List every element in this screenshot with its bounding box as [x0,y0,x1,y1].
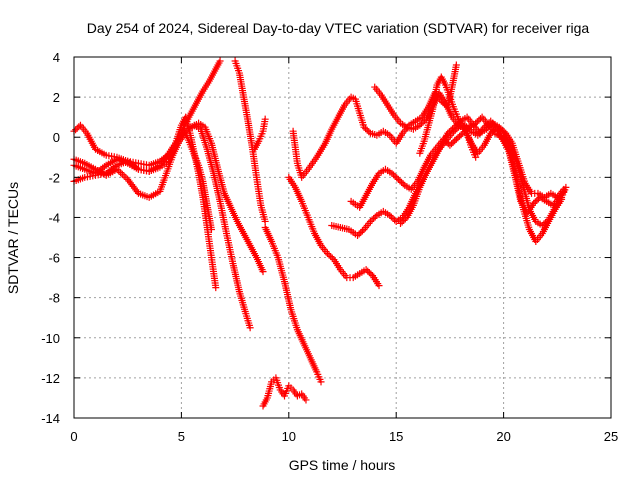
y-tick-label: -10 [41,331,60,346]
y-tick-label: 4 [53,50,60,65]
x-tick-label: 5 [178,429,185,444]
series-s9 [259,374,310,410]
series-s11-markers [289,61,460,181]
x-tick-label: 10 [282,429,296,444]
series-s10-markers [285,173,383,290]
series-s7-markers [250,115,269,153]
series-s12 [328,113,568,239]
series-s8-markers [261,223,325,386]
y-tick-label: -12 [41,371,60,386]
series-s6-markers [231,57,269,225]
x-tick-label: 25 [604,429,618,444]
series-s7 [250,115,269,153]
series-s8 [261,223,325,386]
y-tick-label: -4 [48,210,60,225]
y-tick-label: -6 [48,251,60,266]
data-marks [70,57,570,410]
x-tick-label: 20 [496,429,510,444]
series-s6 [231,57,269,225]
series-s11 [289,61,460,181]
x-tick-label: 15 [389,429,403,444]
y-tick-label: 0 [53,130,60,145]
x-tick-label: 0 [70,429,77,444]
series-s14-markers [371,83,570,229]
series-s16-markers [396,117,566,246]
series-s5-markers [188,119,267,276]
series-s15 [416,73,480,161]
series-s14 [371,83,570,229]
series-s12-markers [328,113,568,239]
plot-frame [73,56,612,419]
y-tick-label: -8 [48,291,60,306]
series-s10 [285,173,383,290]
axis-ticks: 0 5 10 15 20 25 -14 -12 -10 -8 -6 -4 -2 0 2 4 [41,50,618,444]
series-s5 [188,119,267,276]
series-s2-markers [70,113,220,292]
series-s15-markers [416,73,480,161]
x-axis-label: GPS time / hours [289,457,396,473]
series-s2 [70,113,220,292]
series-s9-markers [259,374,310,410]
y-axis-label: SDTVAR / TECUs [5,182,21,294]
y-tick-label: -2 [48,170,60,185]
y-tick-label: -14 [41,411,60,426]
series-s16 [396,117,566,246]
chart-title: Day 254 of 2024, Sidereal Day-to-day VTE… [87,20,590,36]
y-tick-label: 2 [53,90,60,105]
